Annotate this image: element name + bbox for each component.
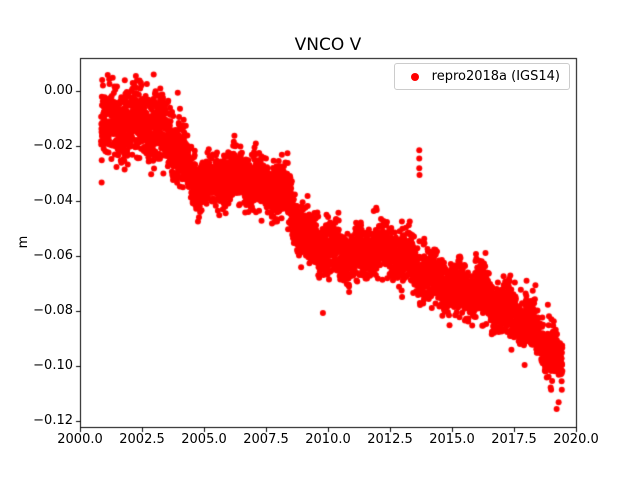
- chart-title: VNCO V: [294, 35, 362, 55]
- x-tick-label: 2000.0: [57, 432, 103, 447]
- legend-marker-dot-icon: [410, 72, 419, 81]
- y-tick-label: 0.00: [44, 83, 73, 99]
- x-tick-label: 2015.0: [429, 432, 475, 447]
- x-tick-label: 2012.5: [367, 432, 413, 447]
- x-tick-label: 2005.0: [181, 432, 227, 447]
- y-axis-label: m: [16, 235, 31, 249]
- x-tick-label: 2002.5: [119, 432, 165, 447]
- legend: repro2018a (IGS14): [393, 63, 570, 90]
- legend-label: repro2018a (IGS14): [431, 69, 560, 84]
- y-tick-label: −0.10: [33, 358, 73, 374]
- x-tick-label: 2007.5: [243, 432, 289, 447]
- y-tick-label: −0.04: [33, 193, 73, 209]
- y-tick-label: −0.08: [33, 303, 73, 319]
- x-tick-label: 2010.0: [305, 432, 351, 447]
- x-tick-label: 2017.5: [491, 432, 537, 447]
- y-tick-label: −0.02: [33, 138, 73, 154]
- x-tick-label: 2020.0: [553, 432, 599, 447]
- y-tick-label: −0.12: [33, 413, 73, 429]
- y-tick-label: −0.06: [33, 248, 73, 264]
